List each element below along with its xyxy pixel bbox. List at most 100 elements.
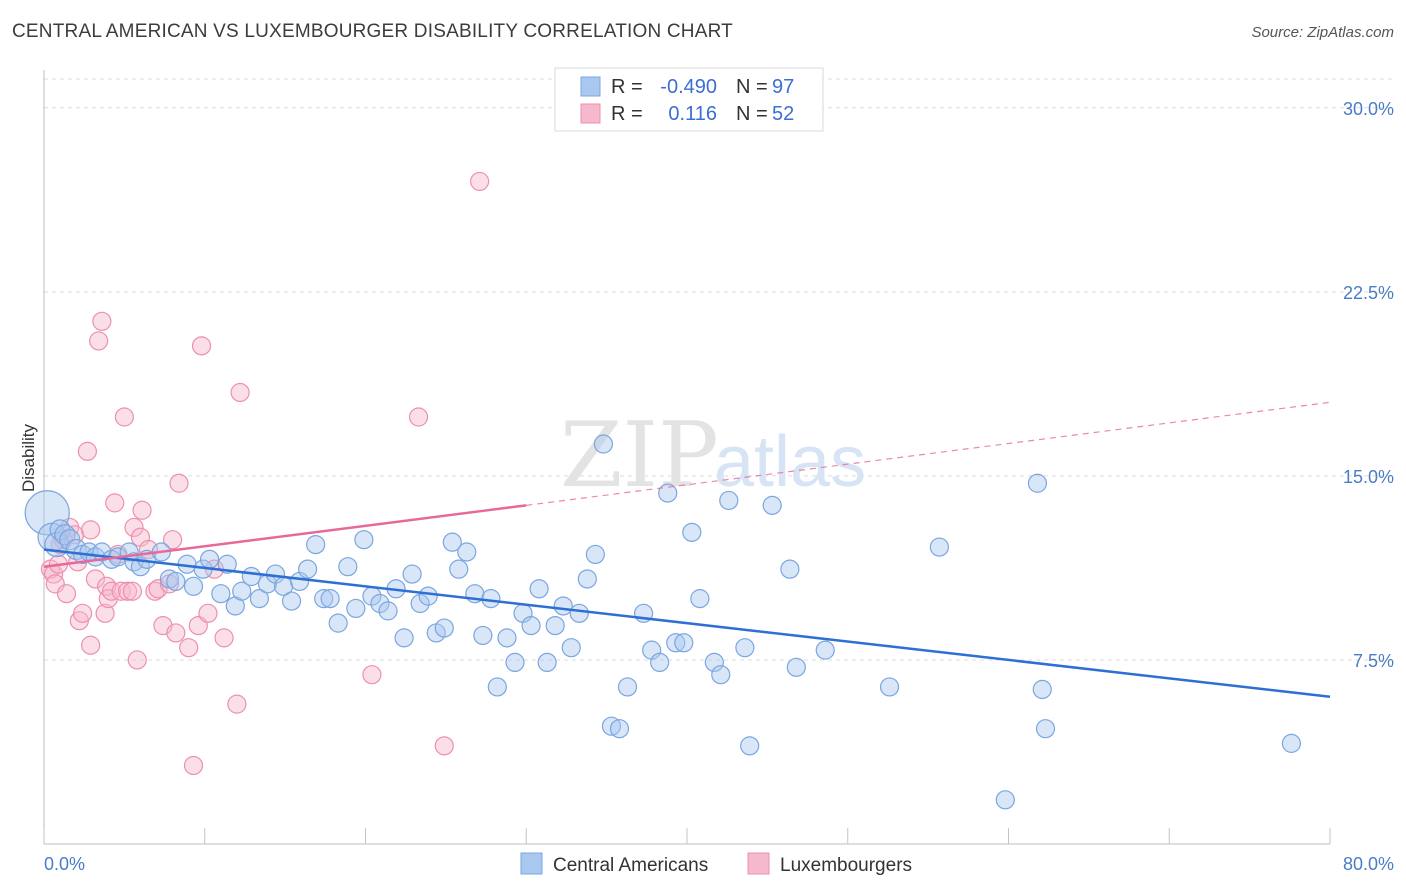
luxembourgers-point-31: [132, 500, 152, 520]
watermark: ZIP atlas: [560, 403, 866, 508]
legend-r-value-1: -0.490: [660, 76, 717, 98]
central-americans-point-79: [658, 483, 678, 503]
luxembourgers-point-48: [230, 382, 250, 403]
central-americans-point-84: [704, 652, 724, 673]
central-americans-point-37: [314, 589, 334, 609]
central-americans-point-23: [199, 549, 220, 569]
central-americans-point-59: [487, 677, 507, 697]
central-americans-point-36: [306, 535, 326, 555]
central-americans-point-0: [24, 490, 70, 536]
central-americans-point-89: [762, 495, 782, 515]
central-americans-point-70: [577, 569, 597, 589]
luxembourgers-point-15: [85, 569, 106, 589]
watermark-atlas: atlas: [714, 422, 866, 502]
central-americans-point-83: [690, 589, 710, 609]
central-americans-point-60: [497, 628, 517, 648]
luxembourgers-points: [40, 171, 490, 776]
luxembourgers-point-38: [166, 623, 186, 643]
luxembourgers-trend-line: [43, 504, 527, 568]
luxembourgers-point-24: [111, 581, 131, 601]
luxembourgers-point-21: [101, 581, 122, 601]
central-americans-point-90: [780, 559, 800, 579]
central-americans-point-33: [281, 591, 302, 611]
luxembourgers-point-41: [183, 755, 204, 776]
central-americans-point-97: [1035, 719, 1056, 739]
luxembourgers-point-6: [56, 584, 77, 604]
central-americans-point-39: [328, 613, 348, 633]
legend-n-label-1: N =: [736, 76, 768, 98]
central-americans-point-40: [338, 557, 358, 577]
central-americans-point-71: [585, 544, 605, 565]
trend-lines: [43, 401, 1331, 699]
watermark-zip: ZIP: [560, 403, 719, 508]
y-tick-labels: 7.5% 15.0% 22.5% 30.0%: [1343, 99, 1394, 671]
central-americans-point-87: [735, 638, 755, 658]
central-americans-point-55: [457, 542, 477, 562]
central-americans-point-29: [249, 589, 270, 609]
series-legend-swatch-central-americans: [520, 852, 543, 875]
luxembourgers-trend-line-extension: [526, 401, 1331, 506]
luxembourgers-point-40: [179, 638, 199, 658]
luxembourgers-point-12: [77, 441, 98, 461]
luxembourgers-point-39: [169, 473, 189, 493]
central-americans-point-66: [545, 615, 565, 636]
central-americans-point-61: [505, 652, 525, 673]
central-americans-point-28: [241, 566, 261, 587]
central-americans-point-53: [442, 532, 462, 552]
series-legend: Central Americans Luxembourgers: [520, 852, 912, 876]
central-americans-point-49: [410, 593, 430, 614]
central-americans-point-45: [378, 601, 398, 621]
luxembourgers-point-28: [124, 517, 144, 538]
central-americans-point-54: [449, 559, 469, 579]
series-legend-swatch-luxembourgers: [747, 852, 770, 875]
luxembourgers-point-16: [89, 331, 109, 351]
luxembourgers-point-27: [122, 581, 143, 601]
source-label: Source: ZipAtlas.com: [1251, 24, 1394, 41]
legend-n-label-2: N =: [736, 103, 768, 125]
luxembourgers-point-43: [191, 336, 212, 356]
luxembourgers-point-29: [127, 650, 147, 670]
central-americans-points: [24, 434, 1302, 810]
luxembourgers-point-18: [95, 603, 115, 623]
y-tick-label-2: 22.5%: [1343, 283, 1394, 303]
central-americans-point-74: [609, 719, 630, 739]
central-americans-point-42: [354, 530, 374, 550]
central-americans-point-63: [521, 615, 541, 636]
central-americans-point-75: [617, 677, 638, 697]
central-americans-point-48: [402, 564, 422, 584]
luxembourgers-point-22: [105, 493, 125, 513]
central-americans-point-68: [561, 638, 581, 658]
central-americans-point-47: [394, 628, 414, 648]
legend-r-value-2: 0.116: [668, 103, 717, 125]
central-americans-point-19: [166, 571, 186, 592]
series-legend-central-americans: Central Americans: [553, 855, 708, 876]
luxembourgers-point-44: [198, 603, 218, 623]
legend-swatch-pink: [580, 103, 601, 124]
central-americans-point-50: [418, 586, 438, 606]
central-americans-point-95: [995, 790, 1015, 810]
central-americans-point-88: [740, 736, 760, 756]
luxembourgers-point-46: [214, 628, 234, 648]
central-americans-point-78: [650, 652, 670, 673]
central-americans-point-96: [1032, 679, 1052, 700]
luxembourgers-point-11: [72, 603, 93, 623]
central-americans-point-80: [666, 633, 686, 653]
central-americans-point-98: [1027, 473, 1048, 493]
central-americans-point-82: [682, 522, 702, 542]
legend-r-label-1: R =: [611, 76, 643, 98]
y-tick-label-1: 15.0%: [1343, 467, 1394, 487]
central-americans-point-94: [929, 537, 949, 557]
central-americans-point-24: [211, 584, 231, 604]
x-axis-ticks: [43, 828, 1331, 844]
legend-swatch-blue: [580, 76, 601, 97]
central-americans-point-65: [537, 652, 557, 673]
central-americans-point-81: [674, 633, 694, 653]
central-americans-point-91: [786, 657, 806, 677]
central-americans-point-69: [569, 603, 589, 623]
central-americans-point-85: [711, 665, 731, 685]
central-americans-point-44: [370, 593, 390, 614]
x-tick-label-max: 80.0%: [1343, 854, 1394, 874]
x-tick-label-min: 0.0%: [44, 854, 85, 874]
legend-n-value-2: 52: [772, 103, 794, 125]
